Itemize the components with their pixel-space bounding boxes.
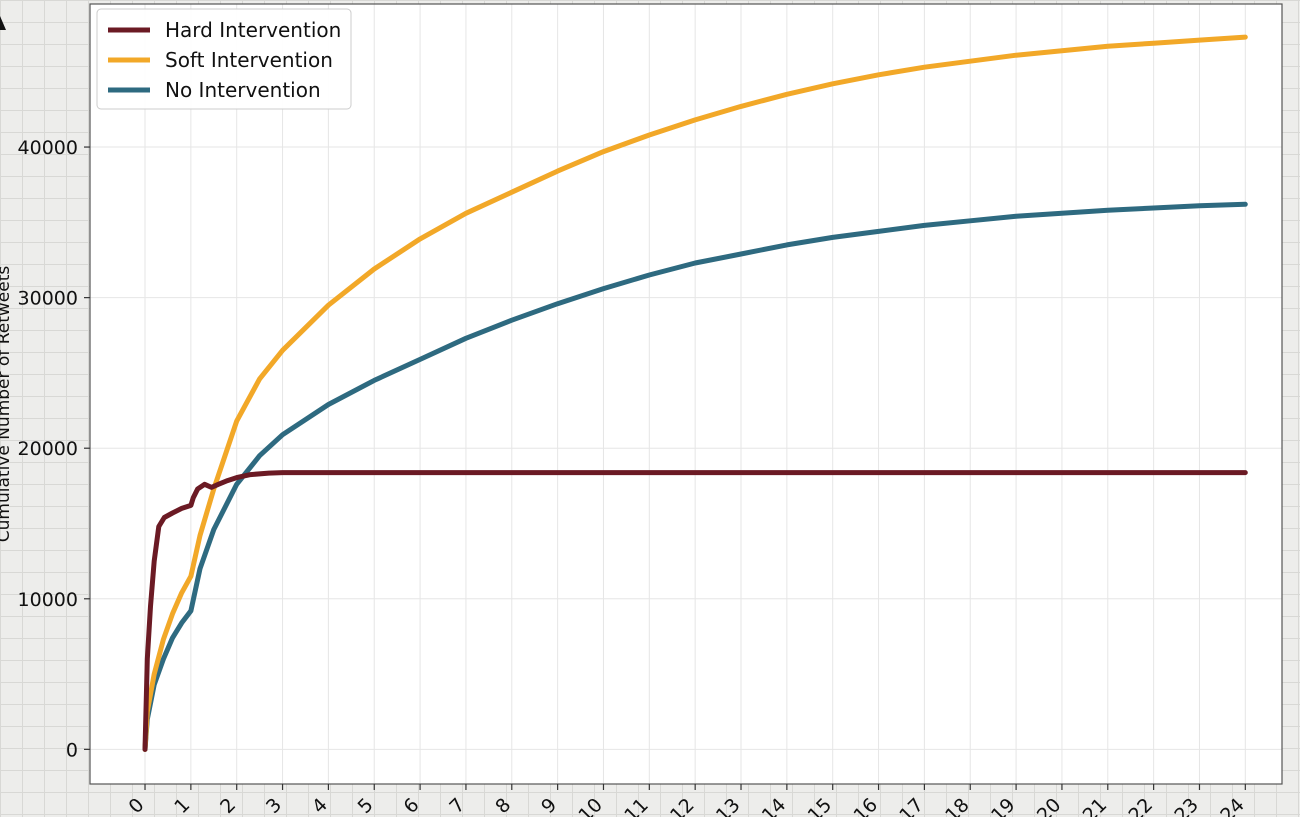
series-line-no-intervention: [142, 201, 1248, 752]
x-tick-label: 14: [758, 794, 791, 817]
x-tick-label: 22: [1125, 794, 1158, 817]
x-tick-label: 20: [1033, 794, 1066, 817]
x-tick-label: 1: [170, 794, 194, 817]
y-tick-label: 0: [66, 739, 78, 761]
series-line-soft-intervention: [142, 34, 1248, 752]
x-tick-label: 7: [445, 794, 469, 817]
x-tick-label: 6: [400, 794, 424, 817]
panel-corner-marker: [0, 16, 6, 30]
series-line-hard-intervention: [142, 470, 1248, 752]
x-tick-label: 11: [620, 794, 653, 817]
y-tick-label: 30000: [18, 288, 78, 310]
plot-background: [90, 4, 1282, 784]
x-tick-label: 4: [308, 794, 332, 817]
y-tick-label: 40000: [18, 137, 78, 159]
legend-box: [96, 8, 352, 110]
x-tick-label: 2: [216, 794, 240, 817]
legend: Hard Intervention Soft Intervention No Int…: [96, 8, 352, 110]
x-tick-label: 15: [804, 794, 837, 817]
x-tick-label: 21: [1079, 794, 1112, 817]
x-tick-label: 24: [1216, 794, 1249, 817]
legend-label: No Intervention: [165, 78, 321, 102]
y-tick-label: 10000: [18, 589, 78, 611]
x-tick-label: 5: [354, 794, 378, 817]
x-tick-label: 23: [1170, 794, 1203, 817]
x-tick-label: 9: [537, 794, 561, 817]
x-tick-label: 18: [941, 794, 974, 817]
x-tick-label: 3: [262, 794, 286, 817]
x-tick-label: 16: [849, 794, 882, 817]
x-tick-label: 13: [712, 794, 745, 817]
x-tick-label: 17: [895, 794, 928, 817]
x-tick-label: 19: [987, 794, 1020, 817]
x-tick-label: 12: [666, 794, 699, 817]
y-axis-label: Cumulative Number of Retweets: [0, 266, 14, 543]
legend-label: Hard Intervention: [165, 18, 341, 42]
legend-label: Soft Intervention: [165, 48, 333, 72]
grid-lines: [90, 4, 1282, 784]
series-lines: [142, 34, 1248, 752]
plot-frame: [89, 3, 1283, 785]
x-tick-label: 8: [491, 794, 515, 817]
x-tick-label: 10: [574, 794, 607, 817]
x-tick-label: 0: [124, 794, 148, 817]
y-tick-label: 20000: [18, 438, 78, 460]
